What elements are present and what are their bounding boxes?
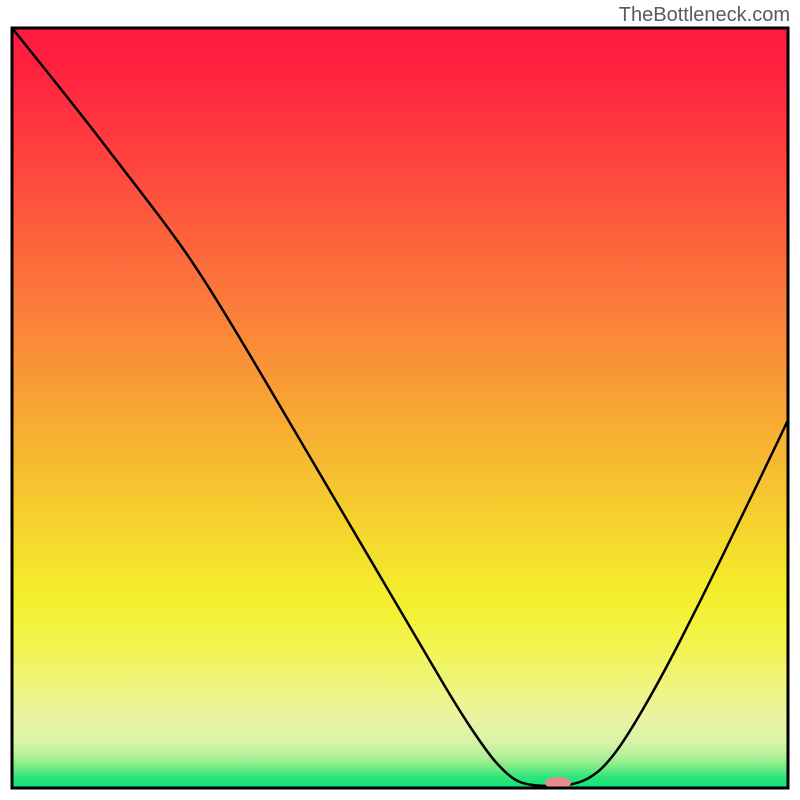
bottleneck-chart: [0, 0, 800, 800]
chart-background: [12, 28, 788, 788]
watermark-text: TheBottleneck.com: [619, 4, 790, 27]
